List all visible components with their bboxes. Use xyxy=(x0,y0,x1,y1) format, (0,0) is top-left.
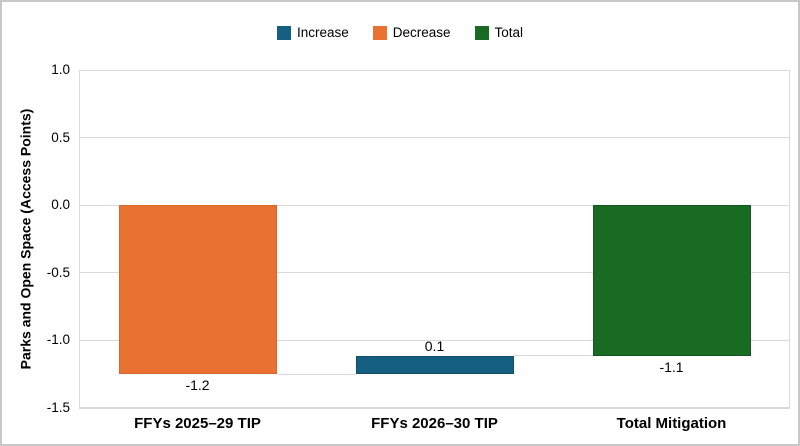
gridline xyxy=(79,137,790,139)
bar-increase xyxy=(355,355,514,375)
y-tick-label: 1.0 xyxy=(51,62,70,77)
y-tick-label: 0.5 xyxy=(51,129,70,145)
legend-swatch-total xyxy=(474,26,489,40)
waterfall-connector xyxy=(513,355,593,357)
legend-label: Total xyxy=(494,25,524,40)
chart-legend: Increase Decrease Total xyxy=(2,24,798,42)
y-axis-title-box: Parks and Open Space (Access Points) xyxy=(10,70,40,408)
waterfall-connector xyxy=(276,373,356,375)
x-category-label: FFYs 2026–30 TIP xyxy=(371,415,498,432)
gridline xyxy=(79,69,790,71)
y-tick-label: -1.0 xyxy=(46,332,70,348)
legend-item-total: Total xyxy=(474,24,524,42)
bar-total xyxy=(592,205,751,356)
y-axis-title: Parks and Open Space (Access Points) xyxy=(17,108,33,370)
legend-swatch-increase xyxy=(276,26,291,40)
legend-item-decrease: Decrease xyxy=(372,24,451,42)
gridline xyxy=(79,339,790,341)
legend-label: Increase xyxy=(296,25,349,40)
bar-value-label: 0.1 xyxy=(424,337,445,354)
x-category-label: FFYs 2025–29 TIP xyxy=(134,415,261,432)
gridline xyxy=(79,272,790,274)
y-tick-label: -1.5 xyxy=(46,400,70,415)
gridline xyxy=(79,407,790,409)
legend-label: Decrease xyxy=(392,25,451,40)
bar-value-label: -1.1 xyxy=(659,358,684,375)
bar-decrease xyxy=(118,205,277,375)
y-tick-label: 0.0 xyxy=(51,197,70,213)
legend-swatch-decrease xyxy=(372,26,387,40)
legend-item-increase: Increase xyxy=(276,24,349,42)
y-tick-label: -0.5 xyxy=(46,264,70,280)
x-category-label: Total Mitigation xyxy=(616,415,727,432)
bar-value-label: -1.2 xyxy=(185,377,210,394)
gridline xyxy=(79,204,790,206)
